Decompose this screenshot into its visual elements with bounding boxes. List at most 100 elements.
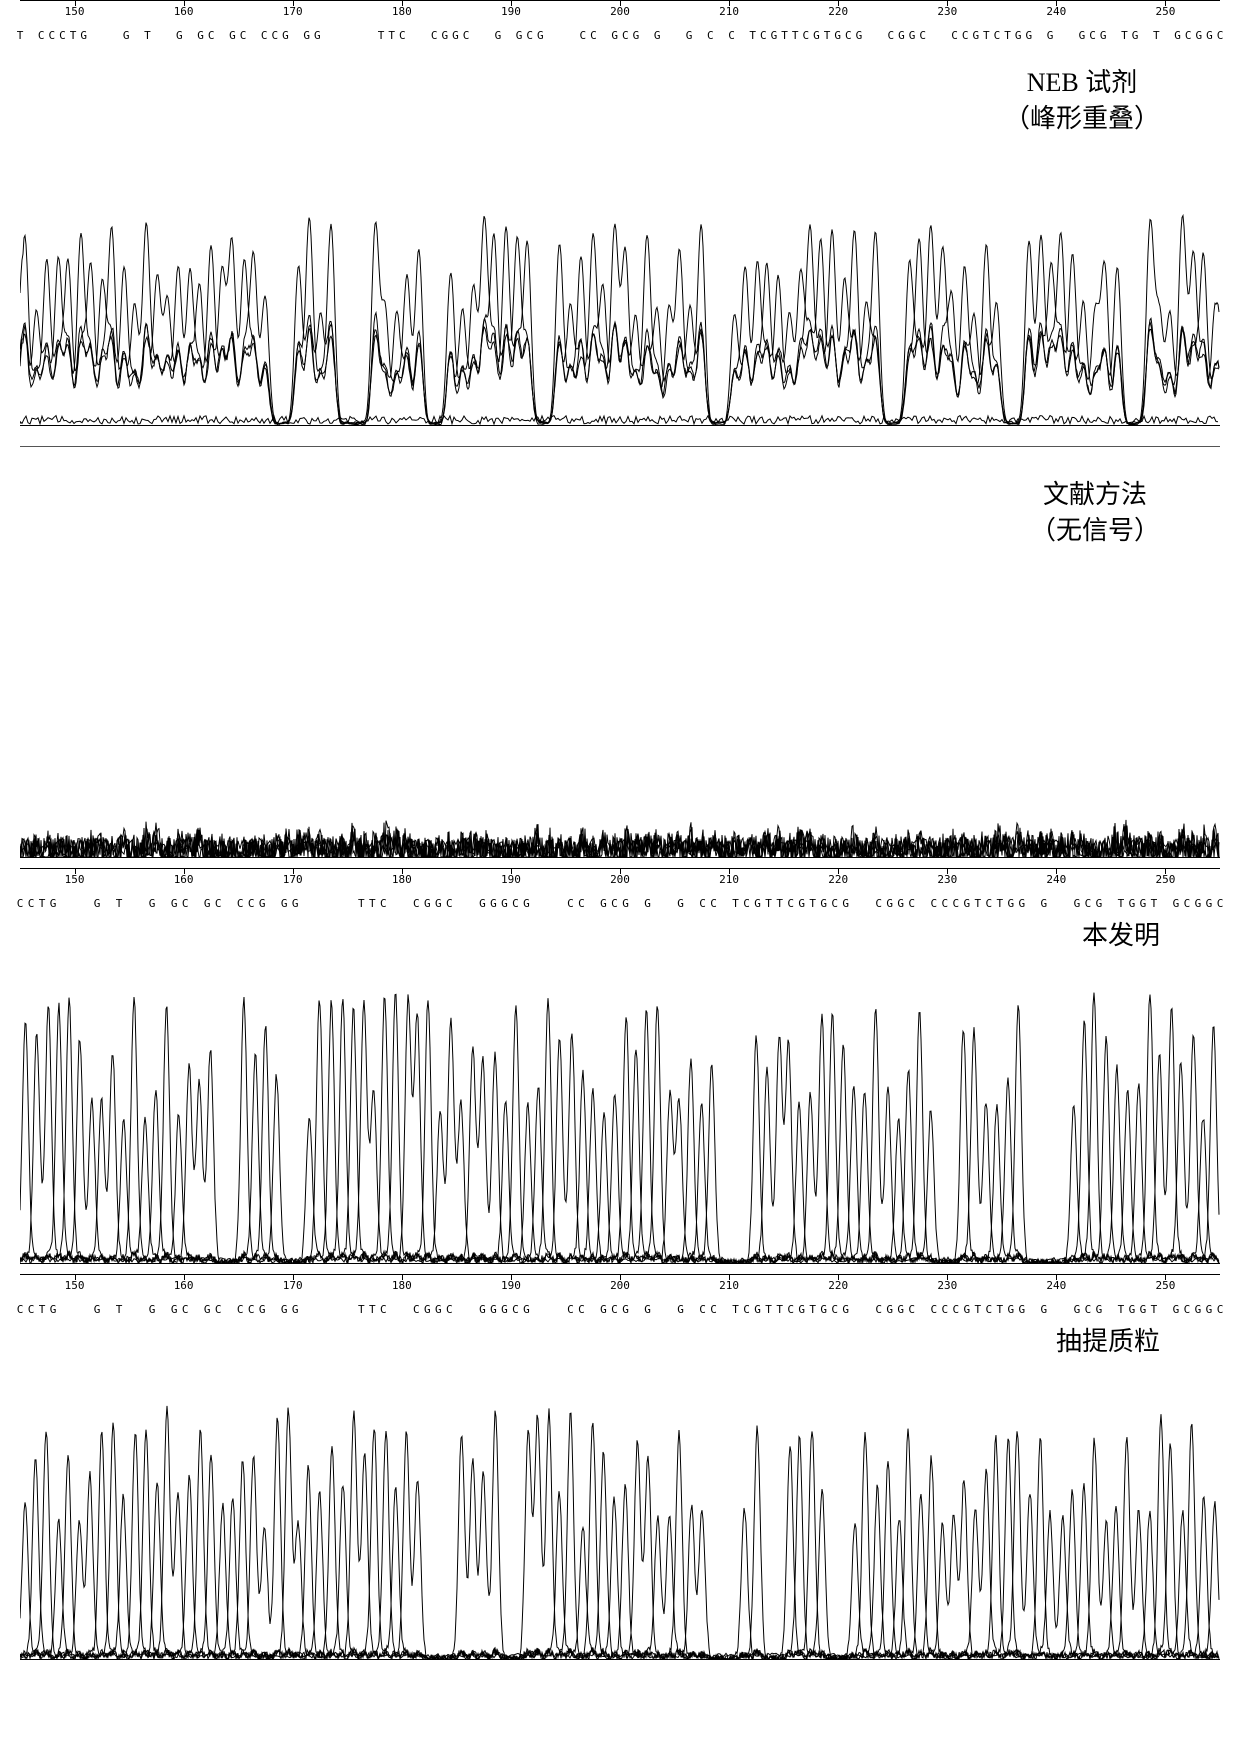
tick-190: 190 [501,5,521,18]
seq-char: C [215,897,222,910]
seq-char: C [49,29,56,42]
seq-char: C [182,897,189,910]
seq-char: T [1121,29,1128,42]
seq-char: G [1140,1303,1147,1316]
tick-170: 170 [283,873,303,886]
tick-200: 200 [610,873,630,886]
chart-invention [20,963,1220,1264]
seq-char: C [1217,29,1224,42]
seq-char: C [707,29,714,42]
seq-char: G [1195,897,1202,910]
tick-180: 180 [392,1279,412,1292]
label-neb-line1: NEB 试剂 [1004,65,1160,101]
seq-char: T [732,897,739,910]
seq-char: C [1185,29,1192,42]
seq-char: C [431,29,438,42]
seq-char: C [28,897,35,910]
seq-char: C [380,1303,387,1316]
seq-char: C [1217,1303,1224,1316]
tick-240: 240 [1046,1279,1066,1292]
seq-char: G [798,897,805,910]
seq-char: G [909,29,916,42]
seq-char: G [1019,897,1026,910]
seq-char: T [70,29,77,42]
seq-char: C [743,897,750,910]
tick-200: 200 [610,1279,630,1292]
seq-char: C [463,29,470,42]
tick-170: 170 [283,1279,303,1292]
seq-char: C [930,1303,937,1316]
seq-char: G [281,1303,288,1316]
seq-char: T [749,29,756,42]
seq-char: G [798,1303,805,1316]
seq-char: C [985,1303,992,1316]
seq-char: T [997,1303,1004,1316]
seq-char: G [435,1303,442,1316]
seq-char: G [820,897,827,910]
seq-char: T [358,897,365,910]
seq-char: G [1206,1303,1213,1316]
seq-char: C [611,1303,618,1316]
seq-char: G [292,897,299,910]
tick-190: 190 [501,873,521,886]
seq-char: G [677,1303,684,1316]
seq-char: G [820,1303,827,1316]
seq-char: C [1217,897,1224,910]
seq-char: G [424,1303,431,1316]
seq-char: G [149,1303,156,1316]
seq-char: C [962,29,969,42]
seq-char: C [994,29,1001,42]
seq-char: C [803,29,810,42]
seq-char: G [303,29,310,42]
seq-char: T [1151,897,1158,910]
seq-char: C [1184,897,1191,910]
label-lit-line1: 文献方法 [1030,477,1160,513]
seq-char: G [537,29,544,42]
seq-char: C [831,1303,838,1316]
seq-char: C [699,1303,706,1316]
seq-char: C [743,1303,750,1316]
seq-char: T [983,29,990,42]
seq-char: T [388,29,395,42]
seq-char: T [809,1303,816,1316]
label-plas-line1: 抽提质粒 [1056,1324,1160,1360]
seq-char: T [781,29,788,42]
seq-char: G [686,29,693,42]
seq-char: G [842,1303,849,1316]
seq-char: G [1041,897,1048,910]
seq-char: G [523,897,530,910]
seq-char: G [149,897,156,910]
seq-char: G [1008,897,1015,910]
seq-char: G [897,897,904,910]
seq-char: G [1132,29,1139,42]
seq-char: G [622,897,629,910]
seq-char: G [197,29,204,42]
seq-char: G [1096,1303,1103,1316]
seq-char: G [771,29,778,42]
label-lit-line2: （无信号） [1030,513,1160,549]
seq-char: C [380,897,387,910]
seq-char: G [1041,1303,1048,1316]
seq-char: G [1015,29,1022,42]
seq-char: C [567,1303,574,1316]
tick-230: 230 [937,873,957,886]
seq-char: C [1085,1303,1092,1316]
seq-char: G [972,29,979,42]
seq-char: G [479,1303,486,1316]
seq-char: T [369,1303,376,1316]
seq-char: G [654,29,661,42]
seq-char: T [997,897,1004,910]
tick-200: 200 [610,5,630,18]
seq-char: G [886,1303,893,1316]
seq-char: C [699,897,706,910]
seq-char: C [399,29,406,42]
seq-char: T [776,1303,783,1316]
seq-char: G [282,29,289,42]
chromatogram-1 [20,747,1220,857]
panel-neb: 150160170180190200210220230240250 TCCCTG… [0,0,1240,426]
seq-row-1: TCCCTGGTGGCGCCCGGGTTCCGGCGGCGCCGCGGGCCTC… [20,29,1220,45]
tick-230: 230 [937,5,957,18]
seq-char: C [240,29,247,42]
label-invention: 本发明 [1082,918,1160,954]
axis-row-4: 150160170180190200210220230240250 [20,1274,1220,1303]
